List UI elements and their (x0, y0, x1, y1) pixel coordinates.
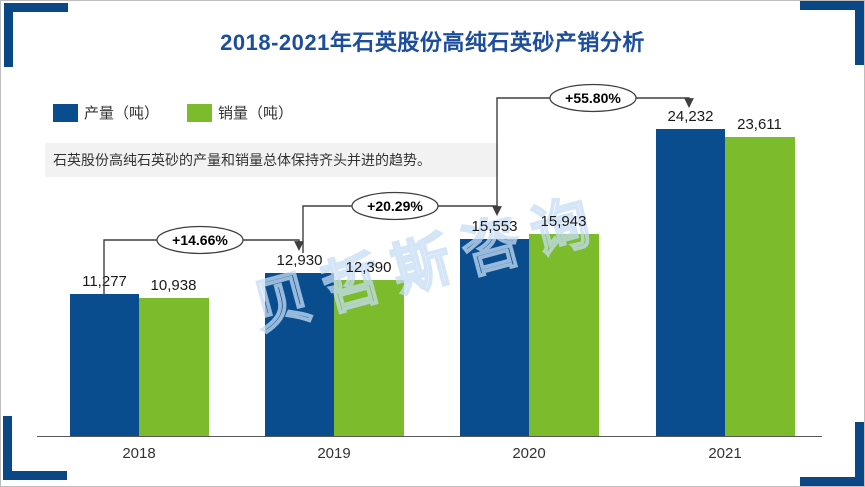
corner-accent-bottom-right (800, 422, 864, 486)
bar-production-2020 (460, 239, 529, 437)
sales-color-swatch (187, 103, 213, 122)
corner-accent-top-right (800, 1, 864, 65)
growth-badge-label-2: +20.29% (367, 198, 423, 214)
bar-sales-2018 (139, 298, 209, 437)
bar-sales-2021 (725, 137, 795, 437)
bar-production-2021 (656, 129, 725, 437)
bar-production-2018 (70, 294, 139, 437)
x-axis-label-2021: 2021 (708, 445, 742, 462)
bar-sales-2020 (529, 234, 599, 437)
summary-text: 石英股份高纯石英砂的产量和销量总体保持齐头并进的趋势。 (45, 143, 498, 177)
legend-item-sales: 销量（吨） (187, 102, 293, 123)
value-label-sales-2019: 12,390 (345, 259, 392, 276)
x-axis-label-2018: 2018 (122, 445, 156, 462)
growth-badge-1 (156, 225, 244, 255)
x-axis-line (37, 436, 822, 437)
chart-title: 2018-2021年石英股份高纯石英砂产销分析 (220, 30, 645, 55)
bar-production-2019 (265, 273, 334, 437)
bar-sales-2019 (334, 280, 404, 437)
growth-badge-2 (351, 191, 439, 221)
value-label-sales-2018: 10,938 (150, 277, 197, 294)
growth-badge-3 (549, 83, 637, 113)
corner-accent-bottom-left (3, 416, 67, 480)
value-label-sales-2020: 15,943 (540, 213, 587, 230)
legend-label-production: 产量（吨） (84, 105, 160, 122)
value-label-sales-2021: 23,611 (737, 116, 782, 133)
legend: 产量（吨） 销量（吨） (53, 102, 293, 123)
legend-label-sales: 销量（吨） (218, 105, 294, 122)
growth-badge-label-1: +14.66% (172, 232, 228, 248)
corner-accent-top-left (4, 3, 68, 67)
production-color-swatch (53, 103, 78, 122)
legend-item-production: 产量（吨） (53, 102, 159, 123)
x-axis-label-2020: 2020 (512, 445, 546, 462)
growth-badge-label-3: +55.80% (565, 90, 621, 106)
x-axis-label-2019: 2019 (317, 445, 351, 462)
